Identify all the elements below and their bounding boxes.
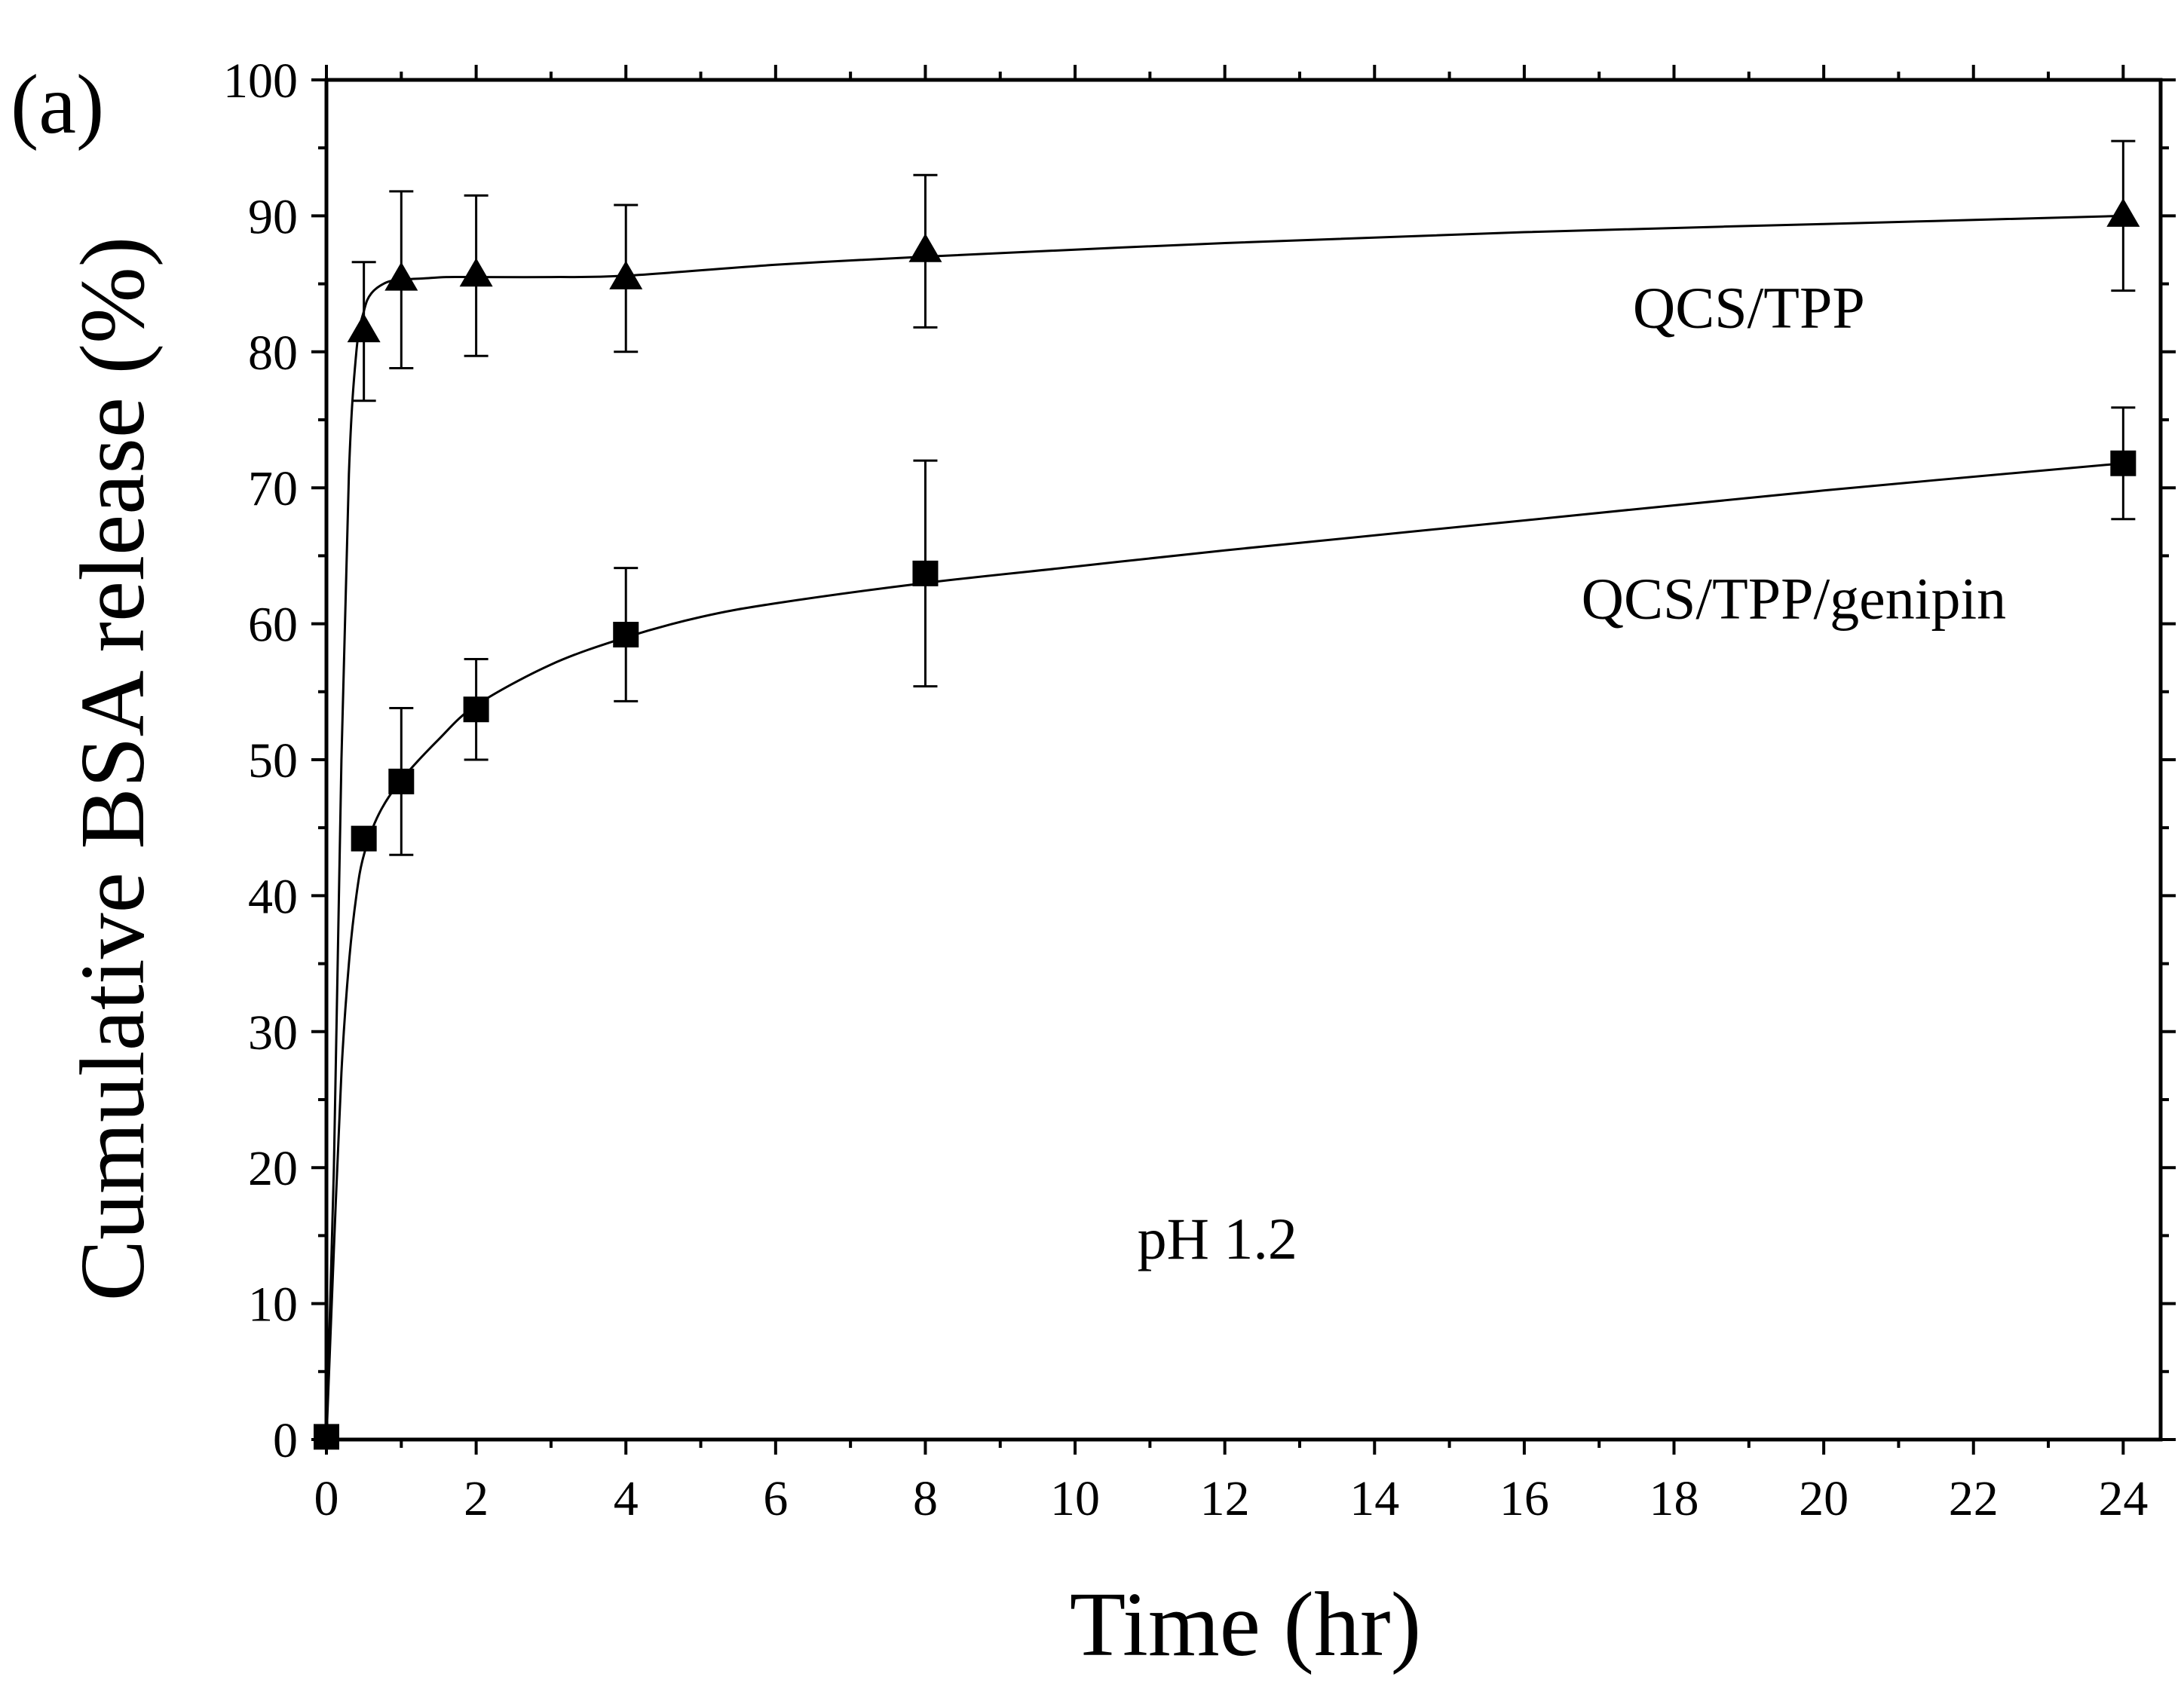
data-point-qcs-tpp xyxy=(384,262,418,291)
data-point-qcs-tpp-genipin xyxy=(463,696,489,723)
data-point-qcs-tpp-genipin xyxy=(912,560,939,586)
x-axis-title: Time (hr) xyxy=(1070,1574,1422,1675)
data-point-qcs-tpp-genipin xyxy=(388,768,415,794)
axis-ticks xyxy=(311,65,2176,1455)
panel-label: (a) xyxy=(11,58,104,151)
data-point-qcs-tpp-genipin xyxy=(2110,450,2137,476)
tick-labels: 0 2 4 6 8 10 12 14 16 18 20 22 240102030405060708090… xyxy=(223,54,2148,1526)
x-tick-label: 18 xyxy=(1649,1471,1699,1526)
y-tick-label: 40 xyxy=(248,869,298,924)
y-tick-label: 20 xyxy=(248,1141,298,1196)
data-point-qcs-tpp xyxy=(459,258,493,287)
y-tick-label: 80 xyxy=(248,326,298,381)
y-tick-label: 50 xyxy=(248,733,298,788)
x-tick-label: 4 xyxy=(614,1471,639,1526)
y-axis-title: Cumulative BSA release (%) xyxy=(62,237,164,1302)
error-bars xyxy=(351,139,2136,856)
data-point-qcs-tpp xyxy=(609,260,643,289)
x-tick-label: 8 xyxy=(913,1471,938,1526)
fit-line-qcs-tpp xyxy=(325,214,2124,1440)
y-tick-label: 90 xyxy=(248,189,298,244)
y-tick-label: 30 xyxy=(248,1005,298,1060)
x-tick-label: 6 xyxy=(763,1471,788,1526)
x-tick-label: 16 xyxy=(1499,1471,1549,1526)
y-tick-label: 0 xyxy=(273,1413,298,1468)
x-tick-label: 20 xyxy=(1799,1471,1849,1526)
data-point-qcs-tpp xyxy=(2106,197,2140,227)
y-tick-label: 70 xyxy=(248,461,298,516)
x-tick-label: 0 xyxy=(314,1471,339,1526)
annotation-qcs-tpp: QCS/TPP xyxy=(1633,274,1865,340)
data-point-qcs-tpp xyxy=(908,233,942,262)
y-tick-label: 100 xyxy=(223,54,298,109)
annotation-ph: pH 1.2 xyxy=(1138,1206,1297,1271)
data-point-qcs-tpp xyxy=(347,314,381,343)
data-markers xyxy=(314,197,2140,1450)
x-tick-label: 24 xyxy=(2098,1471,2148,1526)
annotation-qcs-tpp-genipin: QCS/TPP/genipin xyxy=(1582,565,2006,631)
x-tick-label: 22 xyxy=(1949,1471,1999,1526)
x-tick-label: 12 xyxy=(1200,1471,1250,1526)
x-tick-label: 10 xyxy=(1050,1471,1100,1526)
data-point-qcs-tpp-genipin xyxy=(351,825,377,852)
y-tick-label: 10 xyxy=(248,1278,298,1333)
x-tick-label: 14 xyxy=(1349,1471,1399,1526)
data-point-qcs-tpp-genipin xyxy=(613,622,639,648)
y-tick-label: 60 xyxy=(248,598,298,653)
x-tick-label: 2 xyxy=(464,1471,489,1526)
